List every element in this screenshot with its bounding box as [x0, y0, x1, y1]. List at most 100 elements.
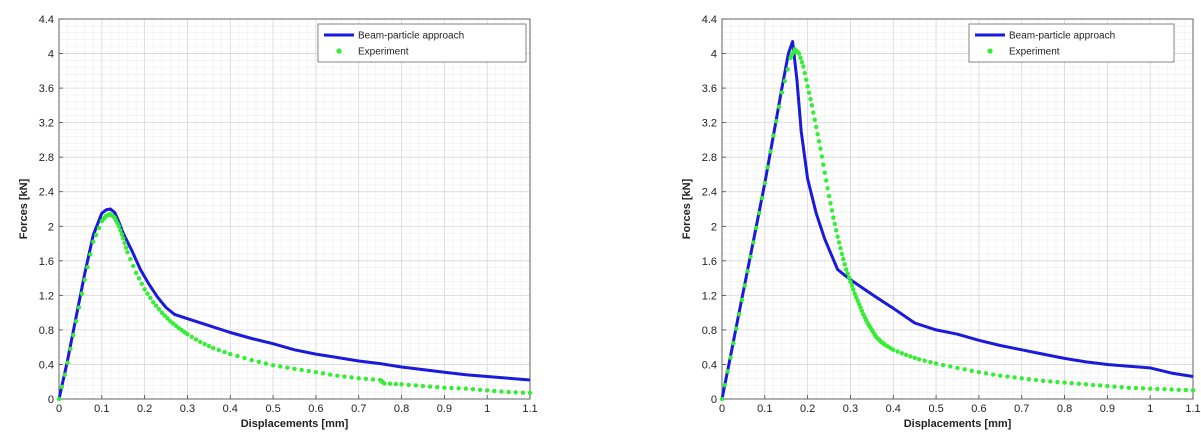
legend-label: Experiment	[358, 47, 409, 58]
x-axis-label: Displacements [mm]	[904, 418, 1012, 430]
data-point	[151, 300, 156, 305]
data-point	[222, 349, 227, 355]
data-point	[56, 396, 62, 402]
x-tick-label: 0.2	[137, 403, 152, 415]
data-point	[133, 270, 139, 276]
data-point	[762, 180, 768, 186]
data-point	[891, 347, 896, 352]
data-point	[812, 117, 817, 122]
data-point	[922, 358, 927, 363]
data-point	[796, 51, 802, 56]
data-point	[990, 372, 996, 377]
data-point	[216, 347, 222, 353]
x-tick-label: 0	[56, 403, 62, 415]
data-point	[449, 385, 454, 391]
data-point	[754, 225, 759, 231]
data-point	[131, 263, 136, 269]
data-point	[342, 374, 347, 379]
data-point	[969, 368, 974, 373]
x-axis-label: Displacements [mm]	[241, 418, 349, 430]
data-point	[327, 372, 333, 377]
x-tick-label: 0.3	[843, 403, 858, 415]
chart-right: 0 0.1 0.2 0.3 0.4 0.5 0.6 0.7 0.8 0.9 1 1.1 0 0.4 0.8 1…	[650, 0, 1201, 445]
data-point	[836, 240, 842, 245]
data-point	[119, 232, 125, 237]
data-point	[88, 252, 93, 257]
data-point	[848, 279, 853, 284]
y-axis-label: Forces [kN]	[681, 178, 693, 239]
data-point	[998, 373, 1003, 378]
data-point	[1155, 386, 1160, 392]
data-point	[82, 277, 87, 283]
data-point	[1176, 387, 1181, 392]
data-point	[728, 355, 733, 360]
y-tick-label: 4.4	[39, 14, 54, 26]
data-point	[1119, 384, 1124, 390]
legend: Beam-particle approach Experiment	[317, 23, 527, 63]
data-point	[759, 195, 765, 201]
data-point	[849, 283, 855, 288]
axes-box	[721, 18, 1194, 400]
data-point	[822, 170, 827, 175]
data-point	[382, 381, 387, 386]
y-tick-label: 3.2	[39, 118, 54, 130]
data-point	[843, 267, 849, 272]
data-point	[420, 383, 426, 389]
data-point	[823, 178, 829, 183]
y-tick-label: 2.4	[39, 187, 54, 199]
data-point	[838, 245, 843, 251]
data-point	[782, 78, 787, 84]
y-tick-label: 3.2	[702, 118, 717, 130]
series-beam-particle	[720, 40, 1194, 400]
y-tick-label: 0.4	[702, 359, 717, 371]
y-tick-label: 4	[48, 49, 54, 61]
x-tick-label: 0.1	[757, 403, 772, 415]
data-point	[941, 362, 946, 368]
legend-label: Experiment	[1009, 47, 1060, 58]
data-point	[156, 306, 162, 312]
data-point	[370, 377, 376, 382]
data-point	[228, 351, 233, 357]
data-point	[256, 359, 262, 365]
data-point	[955, 365, 960, 371]
data-point	[821, 162, 826, 167]
data-point	[858, 305, 863, 310]
y-tick-label: 4	[711, 49, 717, 61]
data-point	[116, 224, 122, 229]
data-point	[1062, 380, 1067, 385]
legend-label: Beam-particle approach	[1009, 31, 1115, 42]
data-point	[771, 133, 776, 138]
data-point	[96, 225, 102, 231]
data-point	[148, 295, 153, 301]
data-point	[933, 361, 939, 366]
x-tick-label: 1	[1147, 403, 1153, 415]
data-point	[815, 131, 820, 137]
y-tick-label: 1.2	[39, 290, 54, 302]
data-point	[742, 283, 748, 288]
data-point	[842, 262, 847, 267]
data-point	[270, 363, 276, 368]
y-tick-label: 0	[711, 394, 717, 406]
data-point	[499, 389, 504, 394]
data-point	[779, 90, 785, 95]
data-point	[413, 383, 419, 388]
data-point	[71, 332, 76, 338]
data-point	[819, 154, 825, 159]
data-point	[1055, 379, 1060, 385]
x-axis: 0 0.1 0.2 0.3 0.4 0.5 0.6 0.7 0.8 0.9 1 1.1	[719, 19, 1201, 415]
data-point	[122, 240, 127, 246]
data-point	[435, 384, 440, 390]
data-point	[928, 359, 933, 365]
data-point	[123, 245, 129, 250]
data-point	[851, 287, 856, 292]
data-point	[948, 364, 953, 369]
data-point	[202, 341, 207, 347]
x-tick-label: 0.6	[308, 403, 323, 415]
data-point	[492, 388, 497, 394]
data-point	[976, 370, 982, 375]
data-point	[804, 77, 809, 82]
y-tick-label: 2	[711, 221, 717, 233]
data-point	[349, 375, 354, 380]
data-point	[756, 210, 762, 216]
x-tick-label: 0.1	[94, 403, 109, 415]
